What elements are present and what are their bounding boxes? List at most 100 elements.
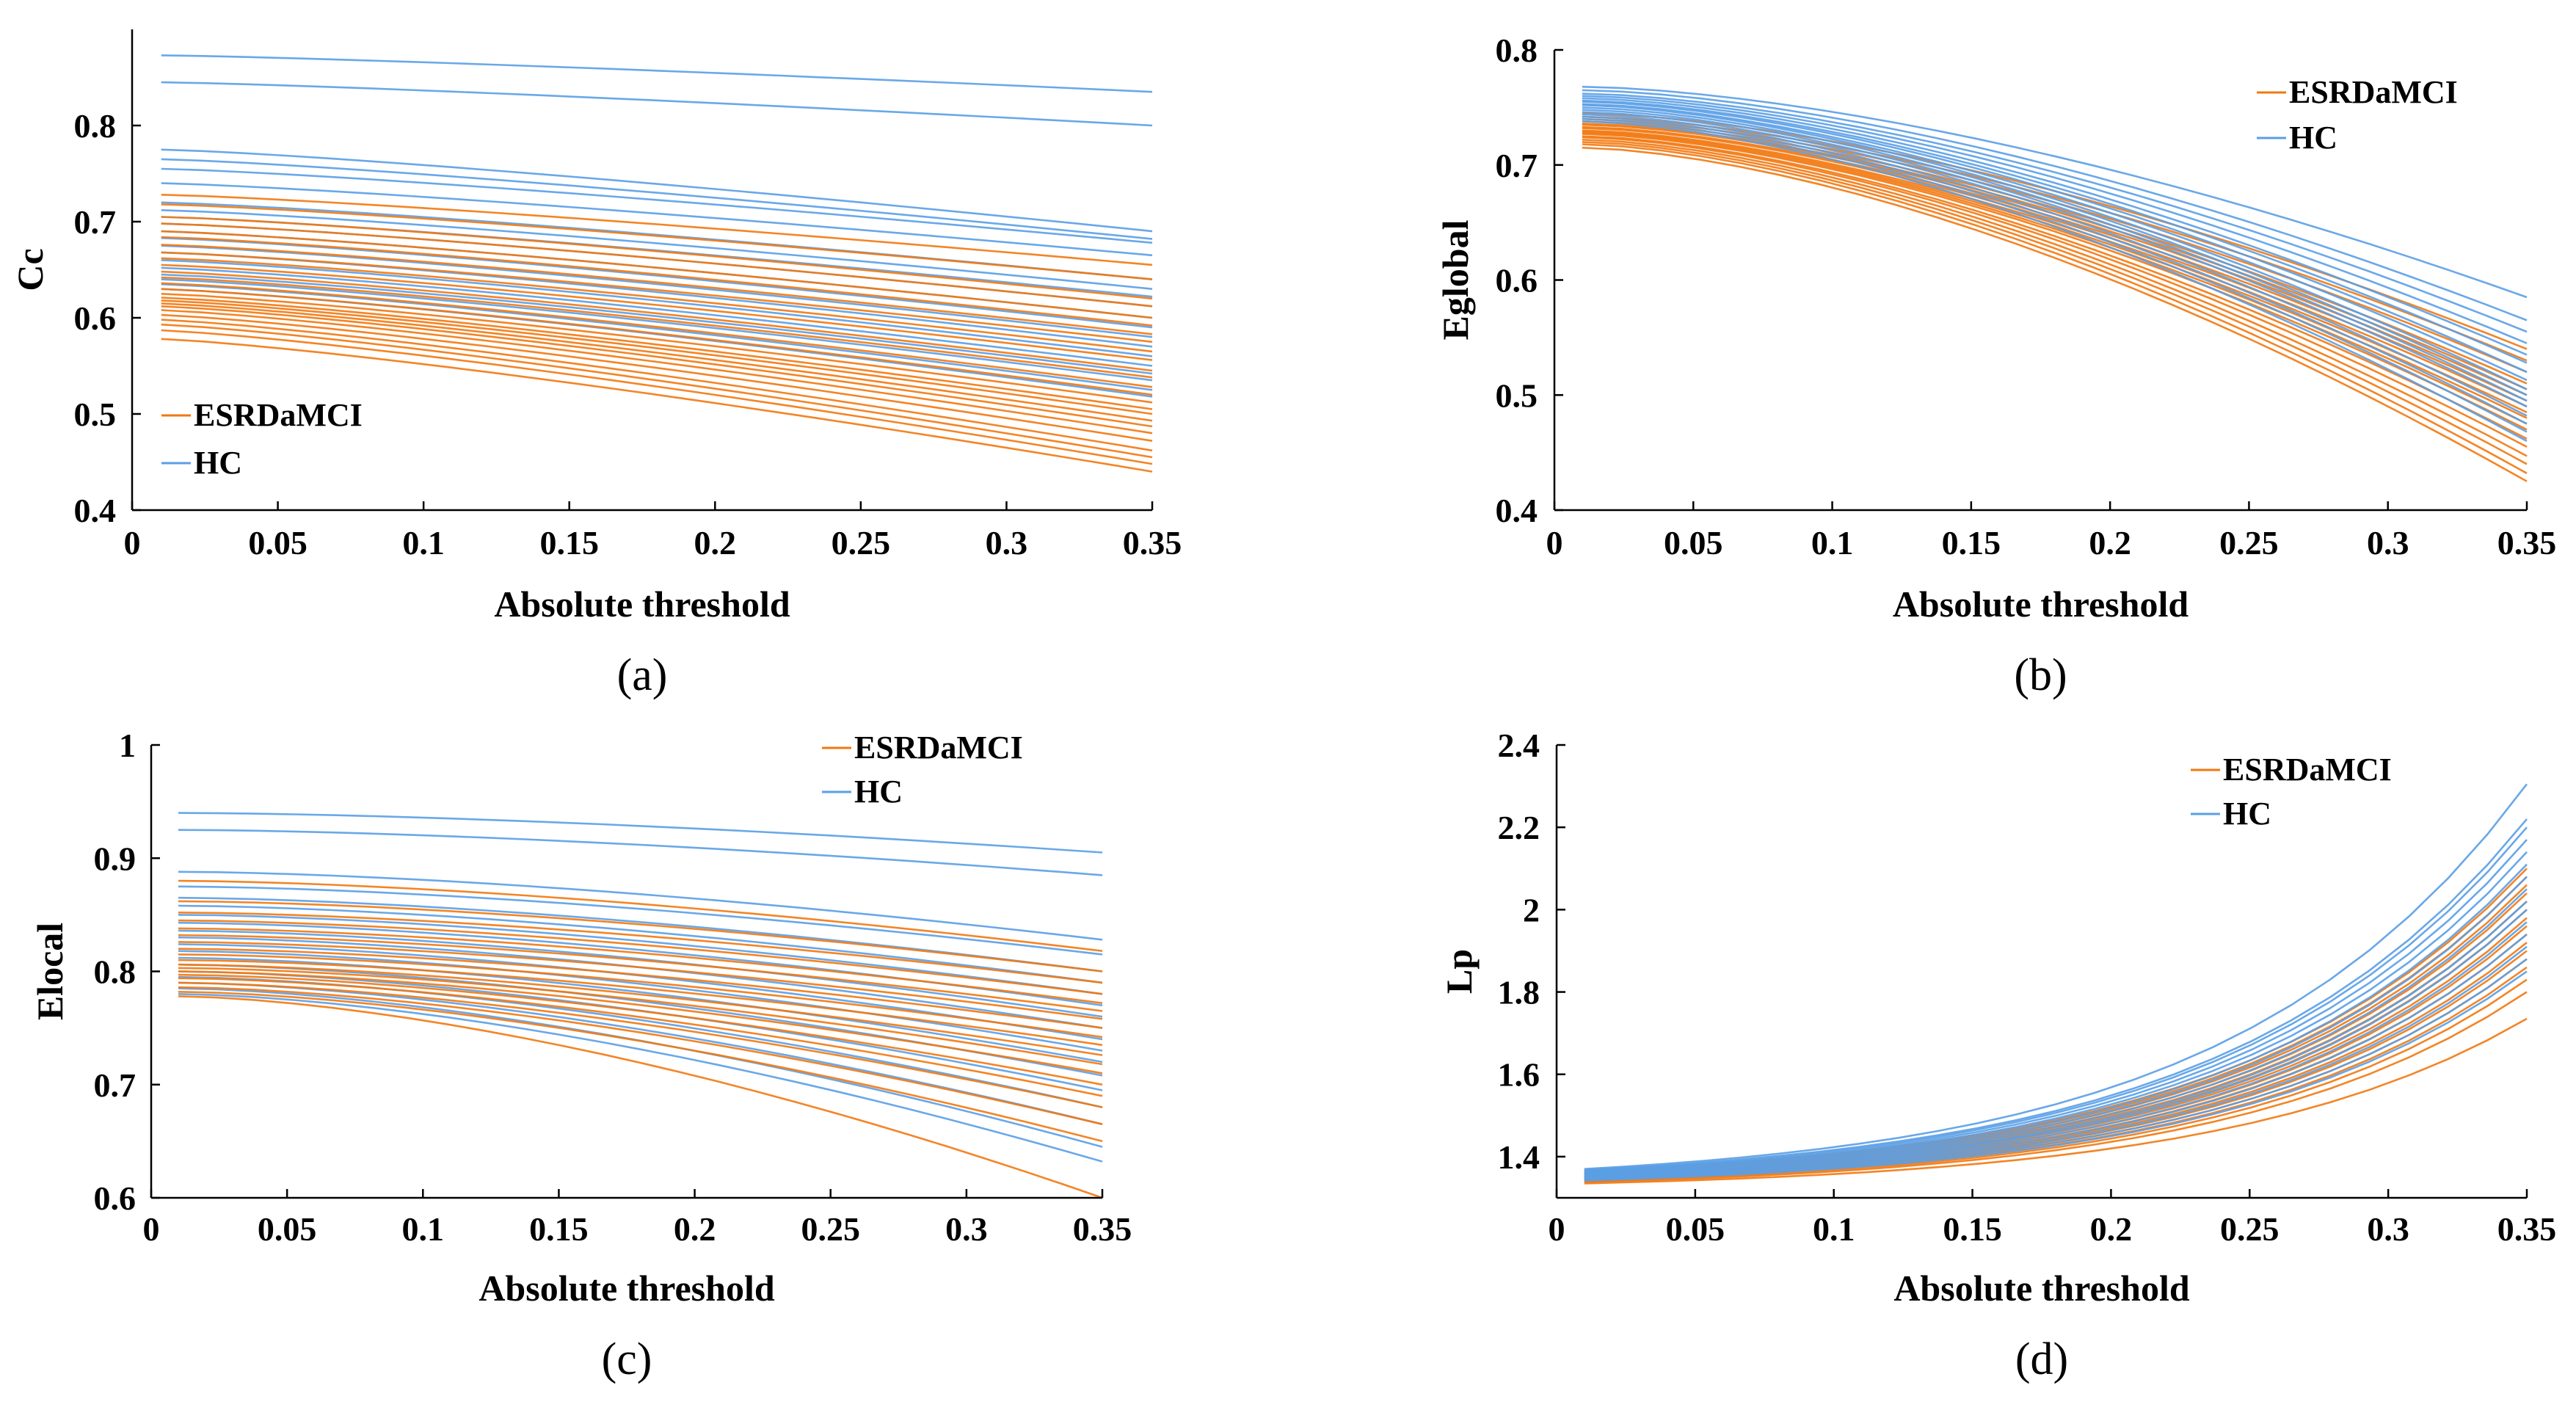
- panel-b-series-line-esrdamci: [1582, 129, 2528, 413]
- panel-a-series-line-hc: [161, 266, 1153, 367]
- panel-a-series-line-hc: [161, 278, 1153, 382]
- panel-b-x-tick-label: 0.05: [1664, 524, 1723, 561]
- panel-a-series-line-hc: [161, 273, 1153, 375]
- panel-a-y-tick-label: 0.5: [74, 396, 117, 433]
- panel-a-series-line-hc: [161, 148, 1153, 233]
- panel-a-series-line-hc: [161, 283, 1153, 391]
- panel-b-y-tick-label: 0.8: [1496, 32, 1538, 69]
- panel-b-ticks: 0 0.05 0.1 0.15 0.2 0.25 0.3 0.35 0.4 0.5 0.6 0.7 0.…: [1496, 32, 2557, 561]
- panel-a-series-line-esrdamci: [161, 216, 1153, 300]
- panel-a-series-line-esrdamci: [161, 288, 1153, 396]
- panel-c-series-line-hc: [178, 950, 1103, 1052]
- panel-a-x-tick-label: 0: [124, 524, 141, 561]
- panel-b-x-tick-label: 0: [1546, 524, 1563, 561]
- panel-a-series-line-esrdamci: [161, 338, 1153, 473]
- panel-d-y-tick-label: 1.8: [1498, 974, 1540, 1011]
- panel-c-series-line-esrdamci: [178, 991, 1103, 1143]
- panel-b-series-line-esrdamci: [1582, 136, 2528, 448]
- panel-d-series-line-hc: [1584, 921, 2528, 1179]
- panel-d-y-tick-label: 2.2: [1498, 809, 1540, 846]
- panel-c-series-line-esrdamci: [178, 967, 1103, 1066]
- panel-b-series-line-hc: [1582, 120, 2528, 443]
- panel-b-y-label: Eglobal: [1435, 219, 1476, 340]
- panel-a-series-line-esrdamci: [161, 297, 1153, 410]
- panel-a-y-tick-label: 0.7: [74, 203, 117, 241]
- panel-b-series-line-hc: [1582, 117, 2528, 433]
- panel-d-series-line-hc: [1584, 958, 2528, 1181]
- panel-d-series-line-hc: [1584, 839, 2528, 1173]
- panel-c-series-line-esrdamci: [178, 934, 1103, 1012]
- panel-c-series-line-hc: [178, 870, 1103, 941]
- panel-d-series-line-hc: [1584, 851, 2528, 1174]
- panel-c-series-line-esrdamci: [178, 959, 1103, 1047]
- panel-d-legend-label-hc: HC: [2223, 796, 2271, 832]
- panel-a-series-line-esrdamci: [161, 222, 1153, 308]
- panel-d-y-label: Lp: [1438, 949, 1480, 994]
- panel-a-y-tick-label: 0.6: [74, 299, 117, 337]
- panel-b-x-label: Absolute threshold: [1893, 583, 2189, 625]
- panel-c-y-tick-label: 1: [119, 727, 136, 764]
- panel-b-series-line-hc: [1582, 109, 2528, 402]
- panel-b-series-line-hc: [1582, 99, 2528, 364]
- panel-a-series-line-esrdamci: [161, 263, 1153, 361]
- panel-c-x-label: Absolute threshold: [479, 1268, 775, 1309]
- panel-d-series-line-esrdamci: [1584, 991, 2528, 1183]
- panel-a-series-line-esrdamci: [161, 257, 1153, 353]
- panel-b-x-tick-label: 0.35: [2497, 524, 2557, 561]
- panel-c-y-tick-label: 0.7: [94, 1066, 137, 1104]
- panel-b-y-tick-label: 0.7: [1496, 147, 1538, 184]
- panel-b-series-line-esrdamci: [1582, 146, 2528, 482]
- panel-d-series-line-esrdamci: [1584, 1017, 2528, 1185]
- panel-c-y-label: Elocal: [29, 923, 70, 1020]
- panel-a-lines: [161, 54, 1153, 473]
- panel-d-series-line-hc: [1584, 933, 2528, 1179]
- panel-a-series-line-esrdamci: [161, 293, 1153, 404]
- panel-a-series-line-esrdamci: [161, 323, 1153, 459]
- panel-a-series-line-esrdamci: [161, 203, 1153, 280]
- panel-d-x-tick-label: 0.25: [2220, 1210, 2280, 1248]
- panel-d-x-tick-label: 0.1: [1813, 1210, 1855, 1248]
- panel-b-y-tick-label: 0.6: [1496, 262, 1538, 299]
- panel-a-legend-label-esrdamci: ESRDaMCI: [194, 397, 363, 433]
- panel-c-series-line-esrdamci: [178, 879, 1103, 952]
- panel-c-series-line-esrdamci: [178, 927, 1103, 1004]
- panel-d-x-tick-label: 0.2: [2090, 1210, 2133, 1248]
- panel-c-x-tick-label: 0.3: [945, 1210, 988, 1248]
- panel-d-x-tick-label: 0: [1549, 1210, 1565, 1248]
- panel-c-series-line-esrdamci: [178, 977, 1103, 1097]
- panel-d-x-tick-label: 0.3: [2367, 1210, 2409, 1248]
- panel-d-series-line-hc: [1584, 876, 2528, 1175]
- panel-a-legend: ESRDaMCI HC: [161, 397, 363, 481]
- panel-d-series-line-hc: [1584, 970, 2528, 1182]
- panel-d-lines: [1584, 783, 2528, 1185]
- panel-b-series-line-esrdamci: [1582, 141, 2528, 465]
- panel-a-x-tick-label: 0.25: [832, 524, 891, 561]
- panel-c-series-line-esrdamci: [178, 953, 1103, 1039]
- panel-a-series-line-esrdamci: [161, 329, 1153, 465]
- panel-b-series-line-esrdamci: [1582, 133, 2528, 431]
- panel-d-x-tick-label: 0.15: [1943, 1210, 2002, 1248]
- panel-c: 0 0.05 0.1 0.15 0.2 0.25 0.3 0.350.60.70.80.91 …: [29, 727, 1132, 1384]
- panel-d-series-line-hc: [1584, 783, 2528, 1170]
- panel-a-series-line-esrdamci: [161, 194, 1153, 266]
- panel-b-series-line-hc: [1582, 89, 2528, 321]
- panel-c-series-line-esrdamci: [178, 986, 1103, 1125]
- panel-c-ticks: 0 0.05 0.1 0.15 0.2 0.25 0.3 0.35 0.6 0.7 0.8 0.9 1: [94, 727, 1132, 1248]
- panel-b-x-tick-label: 0.2: [2089, 524, 2131, 561]
- panel-b-x-tick-label: 0.3: [2367, 524, 2409, 561]
- panel-b-lines: [1582, 85, 2528, 482]
- panel-c-series-line-esrdamci: [178, 900, 1103, 972]
- panel-c-series-line-hc: [178, 914, 1103, 995]
- panel-a-series-line-esrdamci: [161, 305, 1153, 428]
- panel-c-series-line-esrdamci: [178, 912, 1103, 984]
- panel-c-series-line-esrdamci: [178, 919, 1103, 995]
- panel-c-lines: [178, 812, 1103, 1199]
- panel-a-caption: (a): [617, 650, 668, 700]
- panel-c-series-line-hc: [178, 956, 1103, 1064]
- panel-b-series-line-hc: [1582, 92, 2528, 333]
- panel-a-series-line-esrdamci: [161, 302, 1153, 422]
- panel-d-legend-label-esrdamci: ESRDaMCI: [2223, 752, 2392, 788]
- panel-b-series-line-hc: [1582, 97, 2528, 356]
- panel-b-y-tick-label: 0.4: [1496, 492, 1538, 529]
